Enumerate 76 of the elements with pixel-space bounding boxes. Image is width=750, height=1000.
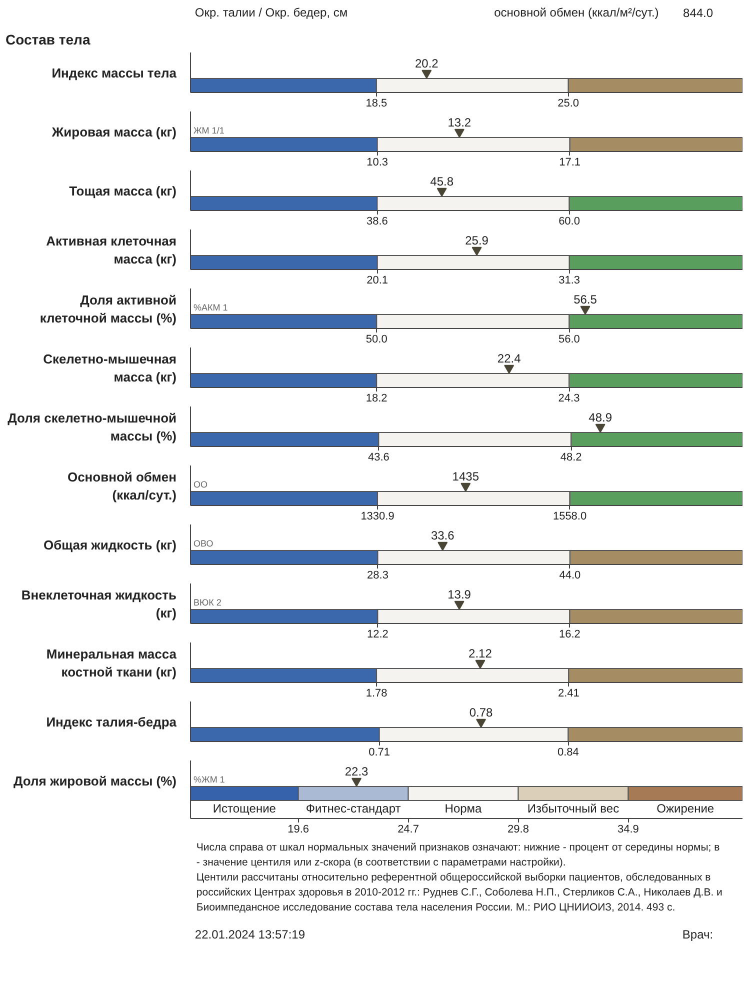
data-label: 56.5 xyxy=(574,292,598,306)
x-tick-label: 34.9 xyxy=(618,824,639,836)
band-label: Фитнес-стандарт xyxy=(306,802,402,816)
x-tick-label: 31.3 xyxy=(558,274,580,286)
x-tick-label: 38.6 xyxy=(366,216,388,228)
y-tick-label: Жировая масса (кг) xyxy=(50,124,177,140)
text: основной обмен (ккал/м²/сут.) xyxy=(494,6,659,20)
x-tick-label: 18.5 xyxy=(366,98,388,110)
x-tick-label: 16.2 xyxy=(558,628,580,640)
y-tick-label: Активная клеточная масса (кг) xyxy=(46,234,177,266)
data-label: 13.2 xyxy=(448,116,472,130)
text: Врач: xyxy=(682,928,714,942)
y-tick-label: Индекс талия-бедра xyxy=(46,714,178,730)
data-label: 22.3 xyxy=(344,764,369,778)
data-label: 22.4 xyxy=(497,352,522,366)
data-label: 48.9 xyxy=(588,410,612,424)
band-label: Истощение xyxy=(212,802,276,816)
y-tick-label: Доля скелетно-мышечной массы (%) xyxy=(8,410,177,444)
data-label: 13.9 xyxy=(448,588,472,602)
y-tick-label: Основной обмен (ккал/сут.) xyxy=(67,470,177,502)
annotation: %АКМ 1 xyxy=(194,302,228,312)
x-tick-label: 25.0 xyxy=(558,98,580,110)
x-tick-label: 20.1 xyxy=(366,274,388,286)
data-label: 33.6 xyxy=(430,528,455,542)
x-tick-label: 1558.0 xyxy=(552,510,587,522)
y-tick-label: Внеклеточная жидкость (кг) xyxy=(21,588,177,620)
y-tick-label: Доля активной клеточной массы (%) xyxy=(40,292,177,326)
text: российских Центрах здоровья в 2010-2012 гг.: Руднев С.Г., Соболева Н.П., Стерликов С.А., Николаев Д.В. и xyxy=(196,886,723,898)
x-tick-label: 56.0 xyxy=(558,334,580,346)
y-tick-label: Доля жировой массы (%) xyxy=(13,774,176,788)
x-tick-label: 29.8 xyxy=(508,824,529,836)
x-tick-label: 0.71 xyxy=(368,746,390,758)
band-label: Избыточный вес xyxy=(527,802,620,816)
x-tick-label: 1330.9 xyxy=(360,510,394,522)
y-tick-label: Минеральная масса костной ткани (кг) xyxy=(46,646,178,680)
data-label: 45.8 xyxy=(430,174,454,188)
band-label: Норма xyxy=(444,802,482,816)
x-tick-label: 19.6 xyxy=(288,824,310,836)
y-tick-label: Индекс массы тела xyxy=(52,66,178,80)
annotation: ВЮК 2 xyxy=(194,598,222,608)
data-label: 0.78 xyxy=(469,706,494,720)
text: Окр. талии / Окр. бедер, см xyxy=(194,6,348,20)
x-tick-label: 17.1 xyxy=(559,156,581,168)
text: Состав тела xyxy=(6,32,90,48)
text: - значение центиля или z-скора (в соответствии с параметрами настройки). xyxy=(196,856,566,868)
band-label: Ожирение xyxy=(656,802,714,816)
annotation: %ЖМ 1 xyxy=(194,774,225,784)
y-tick-label: Общая жидкость (кг) xyxy=(43,538,177,552)
x-tick-label: 12.2 xyxy=(366,628,388,640)
text: Биоимпедансное исследование состава тела населения России. М.: РИО ЦНИИОИЗ, 2014. 493 с. xyxy=(196,902,676,914)
data-label: 1435 xyxy=(452,470,480,484)
x-tick-label: 24.3 xyxy=(558,392,580,404)
x-tick-label: 2.41 xyxy=(558,688,580,700)
y-tick-label: Скелетно-мышечная масса (кг) xyxy=(43,352,177,384)
x-tick-label: 50.0 xyxy=(366,334,388,346)
data-label: 20.2 xyxy=(414,56,439,70)
x-tick-label: 10.3 xyxy=(366,156,388,168)
annotation: ЖМ 1/1 xyxy=(194,126,224,136)
x-tick-label: 24.7 xyxy=(398,824,419,836)
text: 22.01.2024 13:57:19 xyxy=(194,928,306,942)
annotation: ОО xyxy=(194,480,208,490)
data-label: 2.12 xyxy=(468,646,492,660)
x-tick-label: 0.84 xyxy=(557,746,579,758)
x-tick-label: 60.0 xyxy=(558,216,580,228)
annotation: ОВО xyxy=(194,538,214,548)
x-tick-label: 44.0 xyxy=(559,570,581,582)
x-tick-label: 48.2 xyxy=(560,452,582,464)
x-tick-label: 1.78 xyxy=(366,688,388,700)
data-label: 25.9 xyxy=(465,234,489,248)
y-tick-label: Тощая масса (кг) xyxy=(69,184,177,198)
text: Числа справа от шкал нормальных значений признаков означают: нижние - процент от середины нормы; в xyxy=(196,842,720,854)
x-tick-label: 43.6 xyxy=(368,452,390,464)
text: Центили рассчитаны относительно референтной общероссийской выборки пациентов, обследованных в xyxy=(196,872,712,884)
text: 844.0 xyxy=(683,6,714,20)
x-tick-label: 18.2 xyxy=(366,392,388,404)
x-tick-label: 28.3 xyxy=(367,570,388,582)
